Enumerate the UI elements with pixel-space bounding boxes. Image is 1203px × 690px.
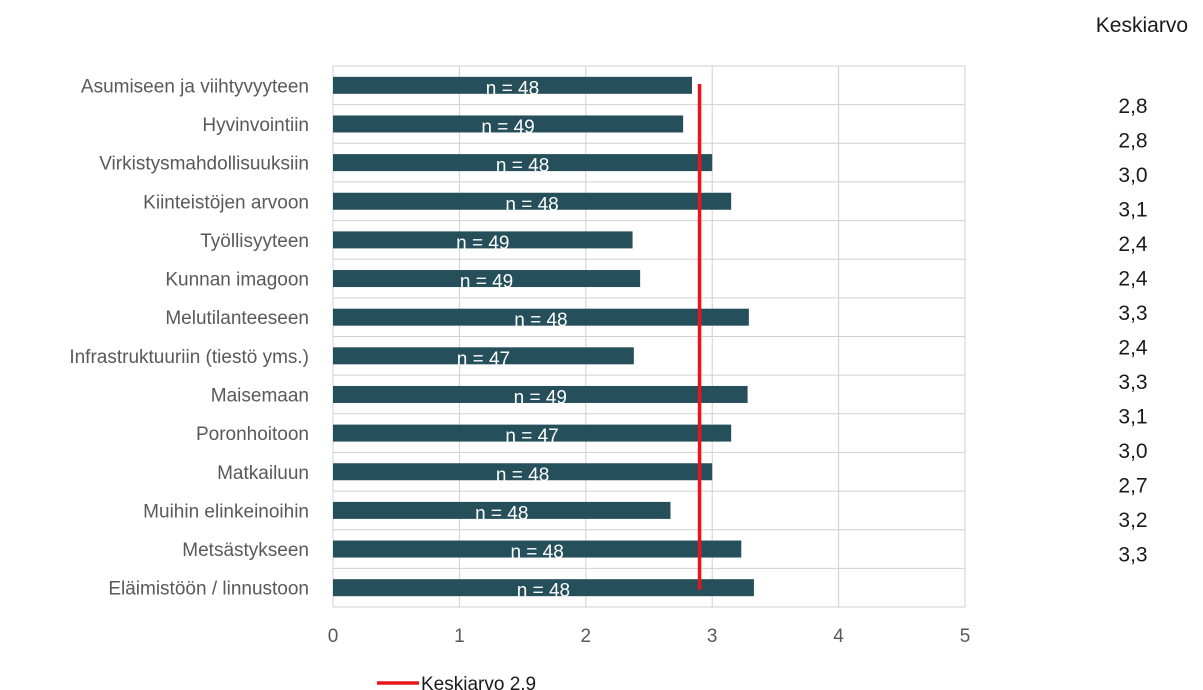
- mean-value: 3,3: [1118, 371, 1147, 394]
- category-label: Kiinteistöjen arvoon: [143, 192, 309, 213]
- bar: [333, 308, 749, 326]
- legend-label: Keskiarvo 2,9: [421, 674, 536, 690]
- n-label: n = 48: [514, 310, 567, 331]
- gridlines: [332, 65, 966, 608]
- bar: [333, 231, 633, 249]
- mean-value: 3,3: [1118, 544, 1147, 567]
- category-label: Infrastruktuuriin (tiestö yms.): [69, 347, 309, 368]
- mean-value: 3,0: [1118, 440, 1147, 463]
- mean-value: 2,4: [1118, 233, 1148, 256]
- n-label: n = 49: [514, 387, 567, 408]
- category-label: Metsästykseen: [182, 540, 309, 561]
- bar: [333, 501, 671, 519]
- bar: [333, 347, 634, 365]
- mean-value: 2,4: [1118, 337, 1148, 360]
- bars: [333, 76, 754, 597]
- x-tick-label: 5: [960, 626, 971, 647]
- category-label: Hyvinvointiin: [202, 115, 309, 136]
- mean-value: 3,2: [1118, 509, 1147, 532]
- n-label: n = 47: [457, 349, 510, 370]
- x-tick-label: 1: [454, 626, 465, 647]
- mean-value: 3,3: [1118, 302, 1147, 325]
- mean-value: 3,0: [1118, 164, 1147, 187]
- mean-value: 2,4: [1118, 268, 1148, 291]
- bar: [333, 463, 713, 481]
- category-label: Kunnan imagoon: [165, 270, 309, 291]
- bar: [333, 192, 732, 210]
- bar: [333, 385, 748, 403]
- n-label: n = 48: [486, 78, 539, 99]
- x-tick-label: 0: [328, 626, 339, 647]
- bar: [333, 424, 732, 442]
- n-label: n = 48: [496, 156, 549, 177]
- n-labels: n = 48n = 49n = 48n = 48n = 49n = 49n = …: [456, 78, 570, 601]
- n-label: n = 48: [475, 503, 528, 524]
- n-label: n = 47: [505, 426, 558, 447]
- category-label: Melutilanteeseen: [165, 308, 309, 329]
- category-label: Työllisyyteen: [200, 231, 309, 252]
- category-label: Eläimistöön / linnustoon: [108, 579, 309, 600]
- category-labels: Asumiseen ja viihtyvyyteen Hyvinvointiin V…: [69, 76, 309, 599]
- mean-value: 2,7: [1118, 475, 1147, 498]
- n-label: n = 48: [517, 581, 570, 602]
- bar: [333, 76, 692, 94]
- n-label: n = 49: [481, 117, 534, 138]
- n-label: n = 48: [510, 542, 563, 563]
- category-label: Muihin elinkeinoihin: [143, 501, 309, 522]
- legend: Keskiarvo 2,9: [377, 674, 536, 690]
- category-label: Asumiseen ja viihtyvyyteen: [81, 76, 309, 97]
- n-label: n = 49: [460, 272, 513, 293]
- mean-value: 2,8: [1118, 130, 1147, 153]
- bar: [333, 540, 742, 558]
- mean-value: 2,8: [1118, 95, 1147, 118]
- mean-value: 3,1: [1118, 199, 1147, 222]
- n-label: n = 48: [496, 465, 549, 486]
- mean-value: 3,1: [1118, 406, 1147, 429]
- bar: [333, 270, 641, 288]
- category-label: Virkistysmahdollisuuksiin: [99, 154, 309, 175]
- mean-column-header: Keskiarvo: [1096, 14, 1188, 37]
- x-tick-label: 3: [707, 626, 718, 647]
- category-label: Matkailuun: [217, 463, 309, 484]
- x-tick-label: 2: [581, 626, 592, 647]
- category-label: Poronhoitoon: [196, 424, 309, 445]
- x-axis-tick-labels: 0 1 2 3 4 5: [328, 626, 971, 647]
- n-label: n = 48: [505, 194, 558, 215]
- x-tick-label: 4: [833, 626, 844, 647]
- bar: [333, 154, 713, 172]
- bar: [333, 115, 684, 133]
- mean-values: 2,8 2,8 3,0 3,1 2,4 2,4 3,3 2,4 3,3 3,1 3,0 2,7 3,2 3…: [1118, 95, 1148, 567]
- n-label: n = 49: [456, 233, 509, 254]
- bar: [333, 579, 754, 597]
- category-label: Maisemaan: [211, 385, 309, 406]
